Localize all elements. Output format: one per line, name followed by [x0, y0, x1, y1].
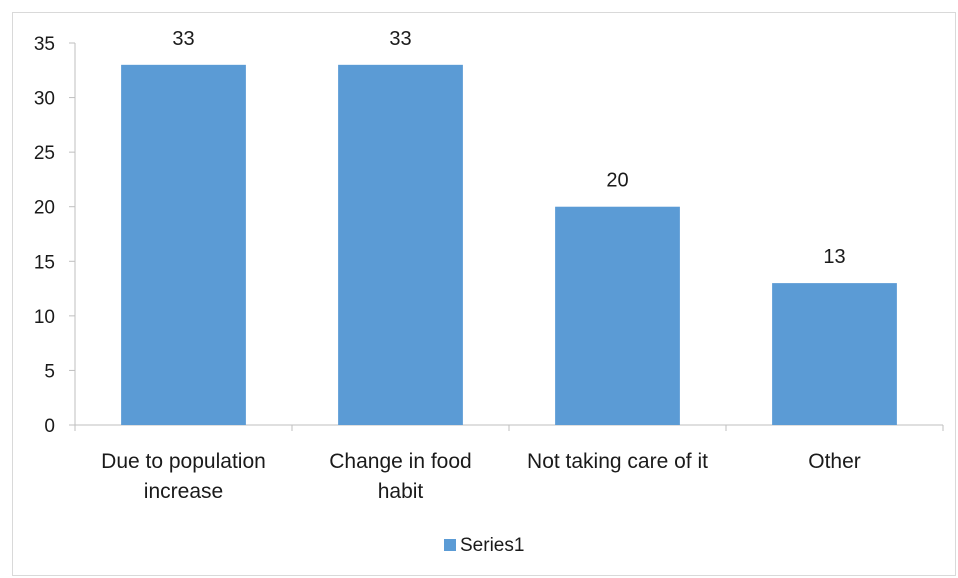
y-tick-label: 25 — [34, 143, 55, 164]
y-tick-label: 15 — [34, 252, 55, 273]
category-label: Not taking care of it — [527, 450, 708, 473]
data-label: 33 — [172, 28, 194, 50]
y-tick-label: 0 — [44, 416, 55, 437]
category-label: Due to population — [101, 450, 266, 473]
bar — [121, 64, 246, 425]
category-label: Other — [808, 450, 861, 473]
x-axis: Due to population increase Change in food h… — [74, 424, 944, 503]
bar — [772, 283, 897, 425]
y-tick-label: 30 — [34, 89, 55, 110]
y-tick-label: 10 — [34, 307, 55, 328]
bars: 33 33 20 13 — [121, 28, 897, 425]
legend-swatch — [444, 539, 456, 551]
y-tick-label: 5 — [44, 361, 55, 382]
bar — [555, 206, 680, 425]
y-axis: 0 5 10 15 20 25 30 35 — [34, 34, 76, 437]
legend: Series1 — [444, 535, 524, 556]
bar — [338, 64, 463, 425]
data-label: 33 — [389, 28, 411, 50]
category-label: habit — [378, 480, 424, 503]
category-label: increase — [144, 480, 223, 503]
category-label: Change in food — [329, 450, 471, 473]
legend-label: Series1 — [460, 535, 524, 556]
data-label: 13 — [823, 246, 845, 268]
data-label: 20 — [606, 170, 628, 192]
y-tick-label: 20 — [34, 198, 55, 219]
y-tick-label: 35 — [34, 34, 55, 55]
